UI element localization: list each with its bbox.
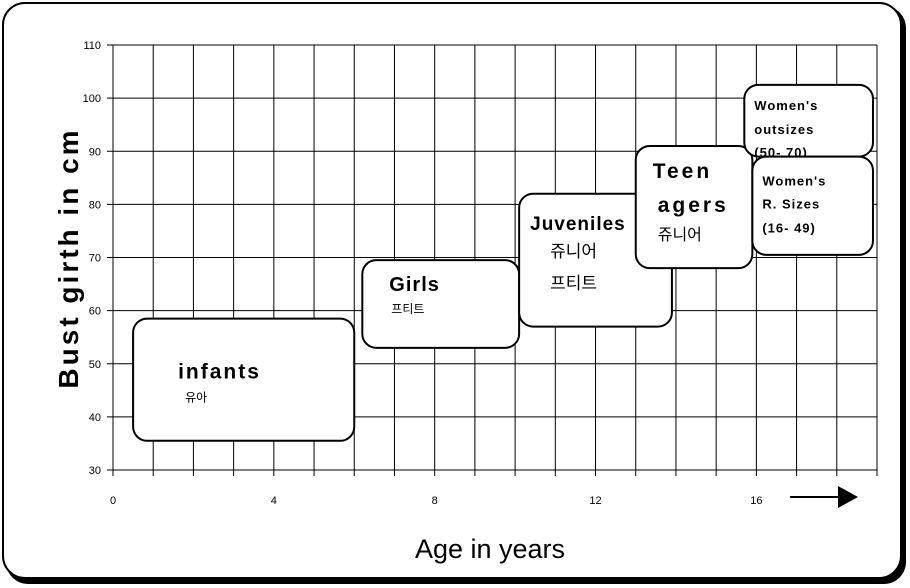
x-tick-label: 12 bbox=[589, 495, 601, 507]
y-tick-label: 50 bbox=[89, 359, 101, 371]
x-tick-label: 0 bbox=[110, 495, 116, 507]
x-axis-label: Age in years bbox=[415, 534, 565, 564]
box-label: Juveniles bbox=[530, 214, 626, 235]
box-label: infants bbox=[178, 361, 261, 384]
box-label: Women's bbox=[762, 174, 826, 189]
box-label: Teen bbox=[653, 160, 712, 183]
y-tick-label: 40 bbox=[89, 412, 101, 424]
x-tick-label: 4 bbox=[271, 495, 277, 507]
box-label: Women's bbox=[754, 98, 818, 113]
box-labels: Women's R. Sizes (16- 49) bbox=[762, 174, 826, 236]
range-box bbox=[361, 259, 521, 349]
x-tick-label: 16 bbox=[750, 495, 762, 507]
box-label: R. Sizes bbox=[762, 197, 820, 212]
y-tick-label: 30 bbox=[89, 465, 101, 477]
box-labels: infants 유아 bbox=[178, 361, 261, 405]
box-label: 프티트 bbox=[391, 302, 424, 316]
box-label: 쥬니어 bbox=[550, 242, 597, 261]
y-tick-label: 90 bbox=[89, 146, 101, 158]
box-label: (50- 70) bbox=[754, 145, 808, 160]
box-label: 유아 bbox=[185, 391, 207, 405]
x-tick-label: 8 bbox=[432, 495, 438, 507]
y-tick-label: 60 bbox=[89, 306, 101, 318]
box-labels: Girls 프티트 bbox=[389, 274, 440, 316]
y-tick-label: 100 bbox=[83, 93, 101, 105]
y-tick-label: 70 bbox=[89, 253, 101, 265]
range-box bbox=[132, 317, 356, 442]
box-label: 프티트 bbox=[550, 274, 597, 293]
box-label: outsizes bbox=[754, 122, 814, 137]
y-tick-label: 80 bbox=[89, 199, 101, 211]
box-labels: Women's outsizes (50- 70) bbox=[754, 98, 818, 160]
y-axis-label: Bust girth in cm bbox=[53, 127, 84, 388]
box-label: Girls bbox=[389, 274, 440, 296]
arrow-head bbox=[838, 486, 858, 508]
box-labels: Teen agers 쥬니어 bbox=[653, 160, 729, 244]
box-label: agers bbox=[658, 194, 729, 217]
y-tick-label: 110 bbox=[83, 40, 101, 52]
box-label: (16- 49) bbox=[762, 221, 816, 236]
range-box bbox=[751, 155, 874, 256]
box-label: 쥬니어 bbox=[658, 226, 702, 244]
